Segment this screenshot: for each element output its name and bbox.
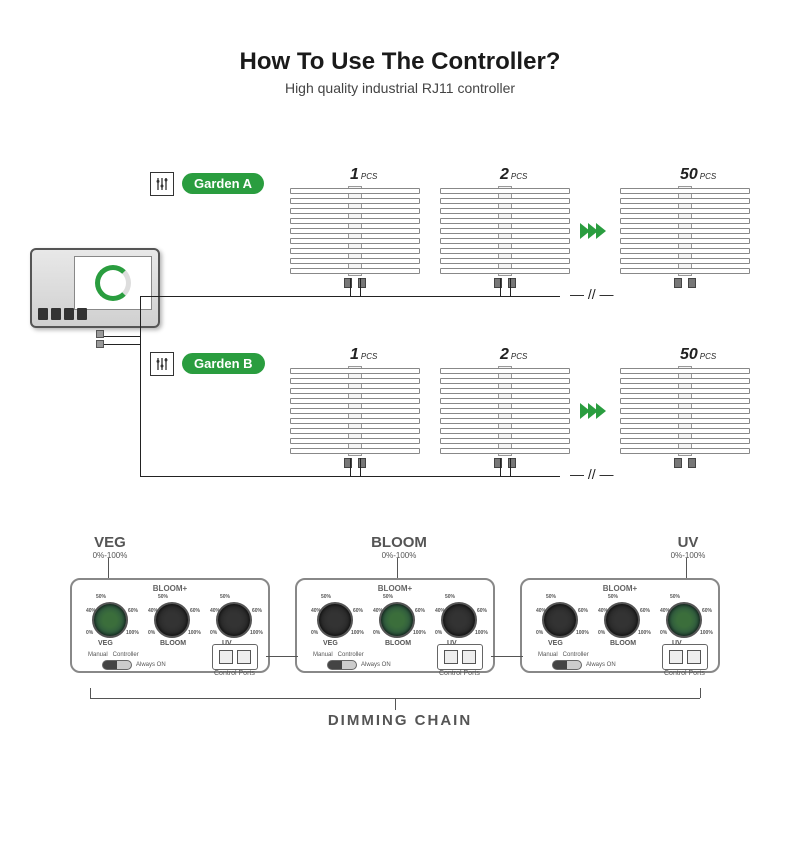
- dimmer-box: BLOOM+VEG0%100%40%60%50%BLOOM0%100%40%60…: [295, 578, 495, 673]
- control-ports[interactable]: [212, 644, 258, 670]
- page-subtitle: High quality industrial RJ11 controller: [0, 80, 800, 96]
- garden-badge: Garden A: [182, 173, 264, 194]
- dimmer-knob[interactable]: [317, 602, 353, 638]
- dimmer-knob[interactable]: [92, 602, 128, 638]
- pcs-label: 1PCS: [350, 166, 377, 184]
- continuation-arrow-icon: [580, 223, 604, 239]
- dimmer-box: BLOOM+VEG0%100%40%60%50%BLOOM0%100%40%60…: [70, 578, 270, 673]
- dimmer-box: BLOOM+VEG0%100%40%60%50%BLOOM0%100%40%60…: [520, 578, 720, 673]
- dimmer-knob[interactable]: [666, 602, 702, 638]
- control-ports[interactable]: [662, 644, 708, 670]
- pcs-label: 1PCS: [350, 346, 377, 364]
- led-fixture: [440, 186, 570, 276]
- sliders-icon: [150, 172, 174, 196]
- dimmer-knob[interactable]: [379, 602, 415, 638]
- led-fixture: [290, 366, 420, 456]
- dimmer-knob[interactable]: [542, 602, 578, 638]
- mode-switch[interactable]: [102, 660, 132, 670]
- pcs-label: 2PCS: [500, 346, 527, 364]
- channel-label: VEG0%-100%: [80, 534, 140, 560]
- dimmer-knob[interactable]: [154, 602, 190, 638]
- dimmer-knob[interactable]: [604, 602, 640, 638]
- garden-badge: Garden B: [182, 353, 265, 374]
- pcs-label: 2PCS: [500, 166, 527, 184]
- channel-label: BLOOM0%-100%: [369, 534, 429, 560]
- mode-switch[interactable]: [552, 660, 582, 670]
- wiring-diagram: Garden A1PCS2PCS50PCS― // ―Garden B1PCS2…: [40, 168, 760, 528]
- led-fixture: [290, 186, 420, 276]
- continuation-arrow-icon: [580, 403, 604, 419]
- dimming-chain-label: DIMMING CHAIN: [310, 712, 490, 729]
- mode-switch[interactable]: [327, 660, 357, 670]
- page-title: How To Use The Controller?: [0, 48, 800, 76]
- channel-label: UV0%-100%: [658, 534, 718, 560]
- led-fixture: [620, 186, 750, 276]
- dimmer-knob[interactable]: [216, 602, 252, 638]
- led-fixture: [620, 366, 750, 456]
- pcs-label: 50PCS: [680, 346, 716, 364]
- led-fixture: [440, 366, 570, 456]
- control-ports[interactable]: [437, 644, 483, 670]
- sliders-icon: [150, 352, 174, 376]
- dimmer-knob[interactable]: [441, 602, 477, 638]
- pcs-label: 50PCS: [680, 166, 716, 184]
